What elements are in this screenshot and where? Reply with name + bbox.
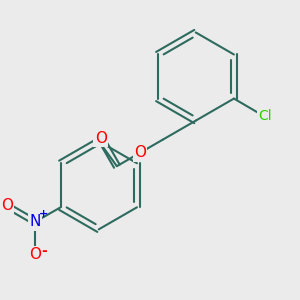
- Text: O: O: [29, 247, 41, 262]
- Text: Cl: Cl: [258, 109, 272, 123]
- Text: O: O: [1, 198, 13, 213]
- Text: O: O: [95, 131, 107, 146]
- Text: O: O: [134, 146, 146, 160]
- Text: +: +: [39, 209, 48, 219]
- Text: N: N: [29, 214, 41, 230]
- Text: -: -: [41, 244, 47, 258]
